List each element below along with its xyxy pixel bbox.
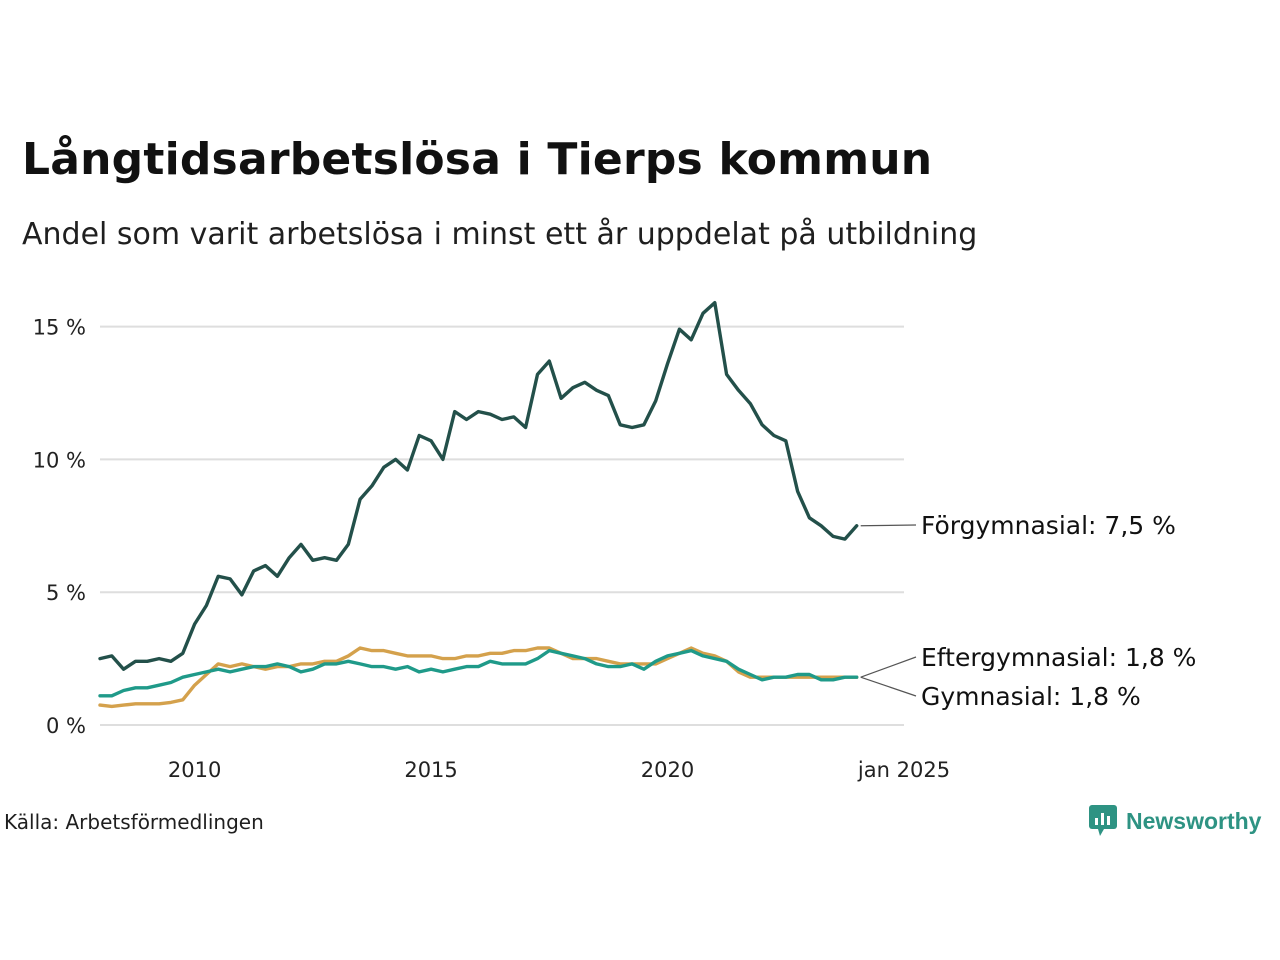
series-line-gymnasial (98, 646, 859, 709)
end-label-leader (860, 524, 917, 527)
y-tick-label: 15 % (33, 316, 86, 340)
series-line-förgymnasial (98, 301, 859, 671)
end-label-gymnasial: Gymnasial: 1,8 % (921, 682, 1141, 711)
end-label-leader (860, 656, 917, 678)
chart-title: Långtidsarbetslösa i Tierps kommun (22, 134, 933, 185)
chart-subtitle: Andel som varit arbetslösa i minst ett å… (22, 217, 978, 252)
end-label-leader (860, 676, 917, 697)
end-label-förgymnasial: Förgymnasial: 7,5 % (921, 511, 1176, 540)
brand-name: Newsworthy (1126, 807, 1262, 834)
y-tick-label: 0 % (46, 714, 86, 738)
y-tick-label: 5 % (46, 581, 86, 605)
y-tick-label: 10 % (33, 448, 86, 472)
x-tick-label: jan 2025 (857, 758, 950, 782)
end-label-eftergymnasial: Eftergymnasial: 1,8 % (921, 643, 1196, 672)
newsworthy-brand[interactable]: Newsworthy (1088, 804, 1261, 838)
series-line-eftergymnasial (98, 648, 859, 698)
source-note: Källa: Arbetsförmedlingen (4, 810, 264, 834)
x-tick-label: 2010 (168, 758, 221, 782)
x-tick-label: 2020 (641, 758, 694, 782)
x-tick-label: 2015 (404, 758, 457, 782)
newsworthy-logo-icon (1089, 805, 1117, 836)
